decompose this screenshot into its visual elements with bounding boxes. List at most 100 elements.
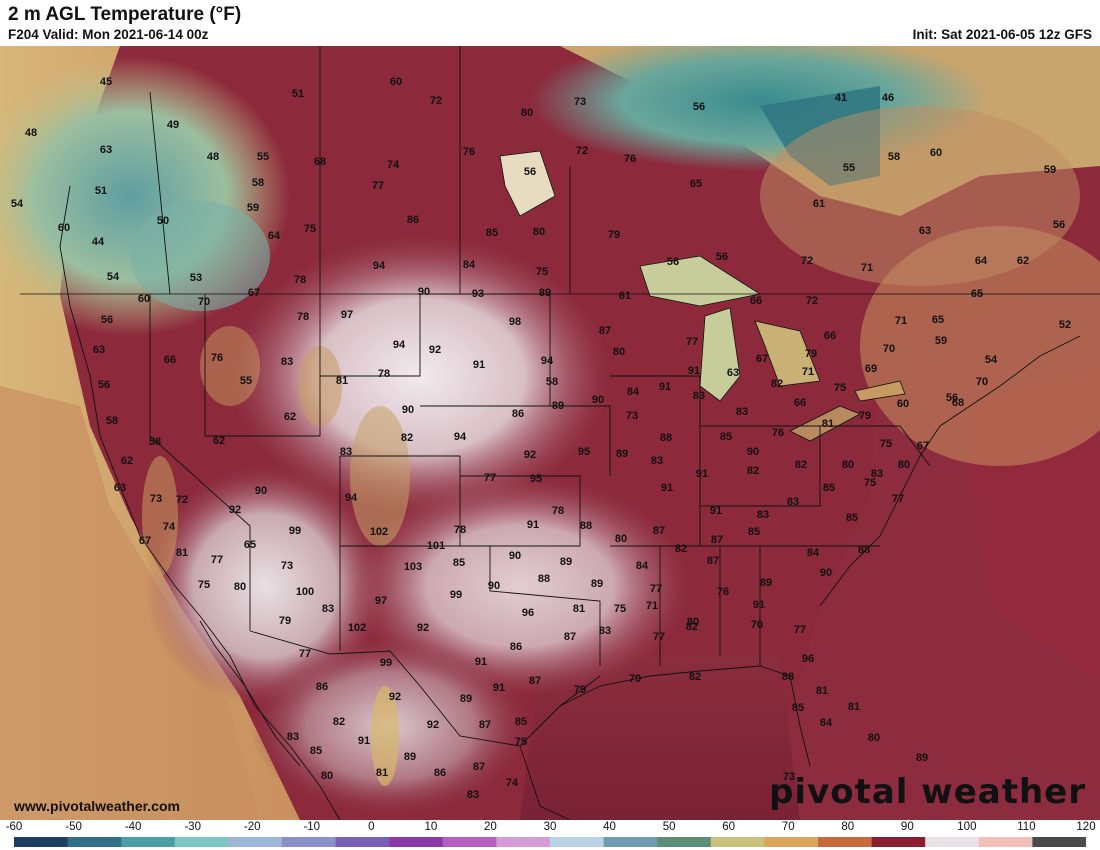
temperature-value: 77 (372, 180, 384, 192)
temperature-value: 54 (107, 271, 120, 283)
temperature-value: 85 (515, 716, 527, 728)
state-lines-nd-sd (420, 293, 551, 407)
temperature-value: 61 (813, 198, 825, 210)
temperature-value: 76 (717, 586, 729, 598)
temperature-value: 89 (460, 693, 472, 705)
temperature-value: 91 (473, 359, 485, 371)
temperature-value: 58 (888, 151, 900, 163)
color-ramp-segment (282, 837, 337, 847)
temperature-value: 72 (576, 145, 588, 157)
temperature-value: 59 (247, 202, 259, 214)
temperature-value: 92 (417, 622, 429, 634)
temperature-value: 77 (211, 554, 223, 566)
color-scale-tick: -50 (65, 821, 82, 833)
temperature-value: 86 (407, 214, 419, 226)
temperature-value: 56 (524, 166, 536, 178)
temperature-value: 71 (861, 262, 873, 274)
temperature-value: 91 (710, 505, 722, 517)
temperature-value: 82 (401, 432, 413, 444)
color-scale-tick: 60 (722, 821, 736, 833)
temperature-value: 41 (835, 92, 847, 104)
state-lines-id (204, 294, 321, 437)
temperature-value: 62 (213, 435, 225, 447)
color-scale-tick: -60 (5, 821, 23, 833)
temperature-value: 102 (348, 622, 366, 634)
temperature-value: 88 (782, 671, 794, 683)
temperature-value: 90 (418, 286, 430, 298)
temperature-value: 48 (207, 151, 219, 163)
lake-superior (639, 255, 762, 307)
color-ramp-segment (978, 837, 1033, 847)
temperature-value: 88 (858, 544, 870, 556)
temperature-value: 64 (268, 230, 281, 242)
temperature-value: 85 (486, 227, 498, 239)
temperature-value: 79 (859, 410, 871, 422)
temperature-value: 63 (93, 344, 105, 356)
credit-link[interactable]: www.pivotalweather.com (14, 798, 180, 814)
temperature-value: 63 (114, 482, 126, 494)
temperature-value: 63 (727, 367, 739, 379)
temperature-value: 94 (393, 339, 406, 351)
temperature-value: 75 (614, 603, 626, 615)
temperature-value: 62 (1017, 255, 1029, 267)
temperature-value: 80 (687, 616, 699, 628)
color-ramp-segment (496, 837, 551, 847)
temperature-value: 89 (616, 448, 628, 460)
temperature-value: 80 (321, 770, 333, 782)
temperature-value: 94 (541, 355, 554, 367)
baja-coast (199, 620, 301, 767)
temperature-value: 83 (787, 496, 799, 508)
temperature-value: 87 (529, 675, 541, 687)
temperature-value: 78 (378, 368, 390, 380)
temperature-value: 74 (163, 521, 176, 533)
color-ramp-segment (818, 837, 873, 847)
temperature-value: 90 (509, 550, 521, 562)
temperature-value: 69 (865, 363, 877, 375)
temperature-value: 70 (198, 296, 210, 308)
temperature-value: 67 (139, 535, 151, 547)
temperature-value: 54 (985, 354, 998, 366)
temperature-value: 60 (138, 293, 150, 305)
temperature-value: 66 (824, 330, 836, 342)
temperature-value: 90 (747, 446, 759, 458)
temperature-value: 103 (404, 561, 422, 573)
color-ramp-segment (174, 837, 229, 847)
color-scale: -60 -50 -40 -30 -20 -10 0 10 20 30 40 50 60 70 80 90 100… (0, 820, 1100, 850)
temperature-value: 89 (760, 577, 772, 589)
temperature-value: 83 (651, 455, 663, 467)
temperature-value: 65 (971, 288, 983, 300)
boundaries (20, 46, 1100, 820)
color-ramp (14, 837, 1086, 847)
temperature-value: 82 (675, 543, 687, 555)
temperature-value: 79 (574, 684, 586, 696)
temperature-value: 85 (846, 512, 858, 524)
temperature-value: 96 (522, 607, 534, 619)
temperature-value: 63 (100, 144, 112, 156)
temperature-value: 71 (802, 366, 814, 378)
temperature-value: 71 (895, 315, 907, 327)
temperature-value: 79 (279, 615, 291, 627)
temperature-value: 76 (772, 427, 784, 439)
temperature-value: 56 (667, 256, 679, 268)
temperature-value: 80 (613, 346, 625, 358)
temperature-value: 81 (176, 547, 188, 559)
east-coast (819, 335, 1081, 607)
lake-huron (754, 320, 821, 387)
temperature-value: 60 (390, 76, 402, 88)
temperature-value: 84 (807, 547, 820, 559)
temperature-value: 90 (402, 404, 414, 416)
temperature-value: 94 (345, 492, 358, 504)
temperature-value: 86 (512, 408, 524, 420)
temperature-value: 82 (771, 378, 783, 390)
temperature-value: 61 (619, 290, 631, 302)
color-ramp-segment (1032, 837, 1086, 847)
temperature-value: 97 (341, 309, 353, 321)
color-scale-tick: 0 (368, 821, 375, 833)
temperature-value: 81 (848, 701, 860, 713)
color-ramp-segment (14, 837, 69, 847)
temperature-value: 56 (98, 379, 110, 391)
temperature-value: 67 (756, 353, 768, 365)
temperature-value: 62 (121, 455, 133, 467)
temperature-value: 80 (533, 226, 545, 238)
temperature-value: 93 (472, 288, 484, 300)
